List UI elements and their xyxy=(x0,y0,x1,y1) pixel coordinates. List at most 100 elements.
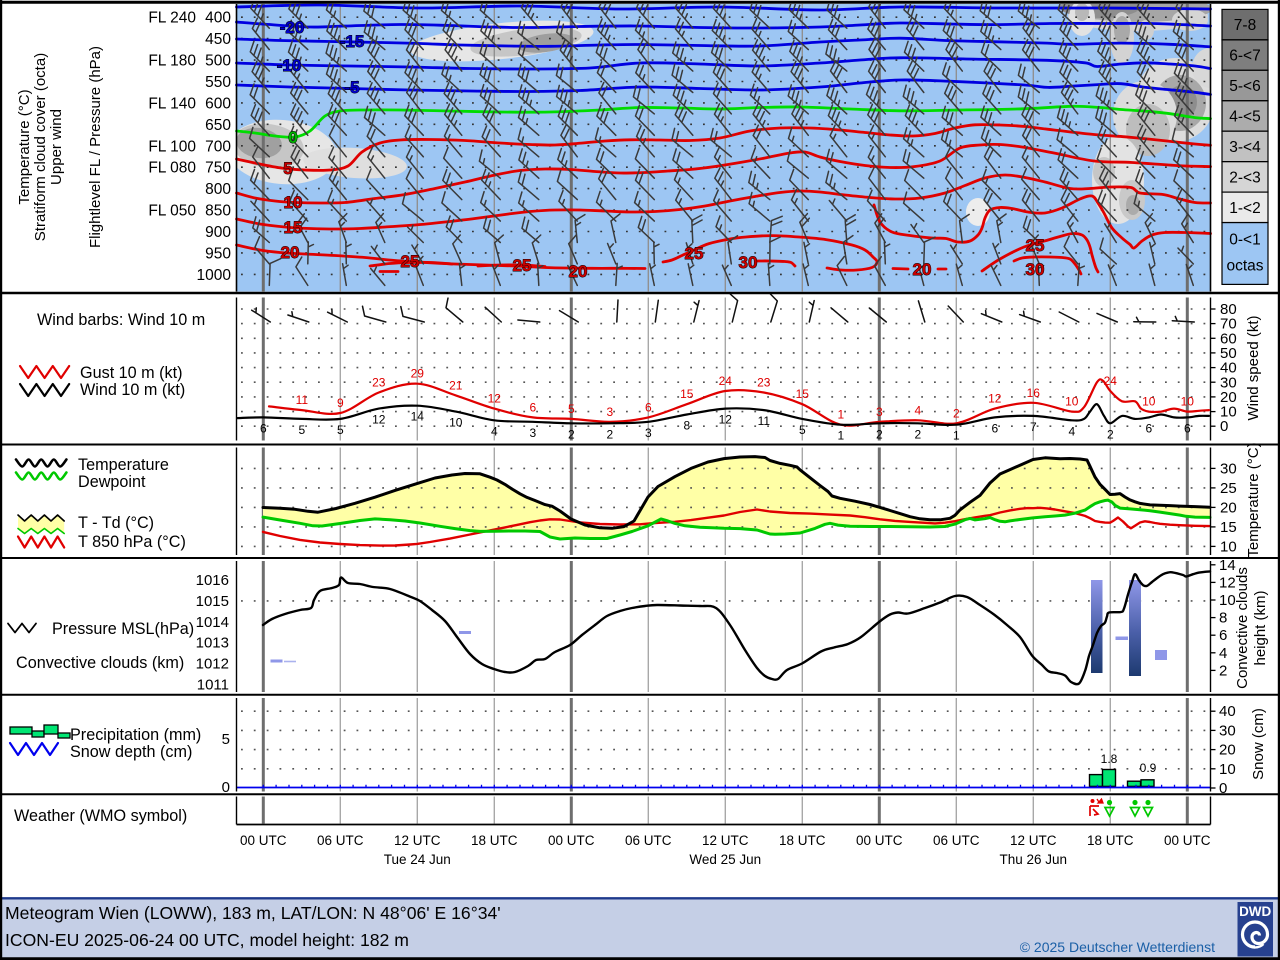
svg-text:0: 0 xyxy=(288,128,297,147)
svg-text:2: 2 xyxy=(953,406,960,420)
svg-text:6: 6 xyxy=(529,400,536,414)
svg-text:00 UTC: 00 UTC xyxy=(856,833,903,848)
svg-text:-5: -5 xyxy=(344,78,359,97)
svg-text:1016: 1016 xyxy=(196,572,229,589)
svg-text:30: 30 xyxy=(1026,260,1045,279)
svg-text:Meteogram Wien (LOWW), 183 m,: Meteogram Wien (LOWW), 183 m, LAT/LON: N… xyxy=(5,903,501,923)
svg-text:20: 20 xyxy=(1219,742,1236,759)
svg-text:Wind speed (kt): Wind speed (kt) xyxy=(1245,315,1262,420)
svg-text:1000: 1000 xyxy=(197,267,232,284)
svg-text:6-<7: 6-<7 xyxy=(1229,48,1260,65)
svg-text:5: 5 xyxy=(337,423,344,437)
svg-text:950: 950 xyxy=(205,245,231,262)
svg-text:20: 20 xyxy=(913,260,932,279)
svg-text:30: 30 xyxy=(1220,460,1237,477)
svg-text:18 UTC: 18 UTC xyxy=(1087,833,1134,848)
svg-text:30: 30 xyxy=(739,253,758,272)
svg-text:3: 3 xyxy=(645,426,652,440)
svg-text:70: 70 xyxy=(1220,316,1237,333)
svg-text:2: 2 xyxy=(1219,662,1227,679)
svg-text:80: 80 xyxy=(1220,301,1237,318)
svg-text:5: 5 xyxy=(799,423,806,437)
svg-text:06 UTC: 06 UTC xyxy=(933,833,980,848)
svg-text:500: 500 xyxy=(205,53,231,70)
svg-text:1013: 1013 xyxy=(196,635,229,652)
svg-text:10: 10 xyxy=(1142,395,1156,409)
svg-text:9: 9 xyxy=(337,396,344,410)
svg-text:3: 3 xyxy=(606,405,613,419)
svg-text:12 UTC: 12 UTC xyxy=(1010,833,1057,848)
svg-text:20: 20 xyxy=(569,262,588,281)
svg-text:T 850 hPa (°C): T 850 hPa (°C) xyxy=(78,533,186,551)
svg-text:-10: -10 xyxy=(277,56,302,75)
svg-text:Precipitation (mm): Precipitation (mm) xyxy=(70,726,201,744)
svg-text:FL 240: FL 240 xyxy=(148,10,196,27)
svg-text:1015: 1015 xyxy=(196,593,229,610)
svg-text:50: 50 xyxy=(1220,345,1237,362)
svg-text:25: 25 xyxy=(1026,236,1045,255)
svg-text:Temperature: Temperature xyxy=(78,456,169,474)
svg-text:1: 1 xyxy=(953,429,960,443)
svg-text:0.9: 0.9 xyxy=(1140,761,1157,775)
svg-text:18 UTC: 18 UTC xyxy=(779,833,826,848)
svg-text:12: 12 xyxy=(1219,574,1236,591)
svg-text:1: 1 xyxy=(837,408,844,422)
svg-text:12: 12 xyxy=(988,392,1002,406)
svg-text:© 2025 Deutscher Wetterdienst: © 2025 Deutscher Wetterdienst xyxy=(1020,939,1215,955)
svg-text:10: 10 xyxy=(449,416,463,430)
svg-text:25: 25 xyxy=(513,256,532,275)
svg-text:height (km): height (km) xyxy=(1252,590,1269,665)
svg-text:5-<6: 5-<6 xyxy=(1229,78,1260,95)
svg-text:24: 24 xyxy=(1104,374,1118,388)
svg-text:06 UTC: 06 UTC xyxy=(625,833,672,848)
svg-text:2: 2 xyxy=(606,427,613,441)
svg-text:4: 4 xyxy=(1068,424,1075,438)
svg-text:14: 14 xyxy=(1219,557,1236,574)
svg-text:12 UTC: 12 UTC xyxy=(394,833,441,848)
svg-text:5: 5 xyxy=(298,423,305,437)
svg-text:40: 40 xyxy=(1220,360,1237,377)
svg-text:11: 11 xyxy=(758,414,771,428)
svg-text:Temperature (°C): Temperature (°C) xyxy=(1245,442,1262,557)
svg-text:800: 800 xyxy=(205,181,231,198)
svg-text:550: 550 xyxy=(205,74,231,91)
svg-text:4: 4 xyxy=(491,424,498,438)
svg-text:18 UTC: 18 UTC xyxy=(471,833,518,848)
svg-text:400: 400 xyxy=(205,10,231,27)
svg-text:3-<4: 3-<4 xyxy=(1229,139,1261,156)
svg-text:00 UTC: 00 UTC xyxy=(1164,833,1211,848)
svg-text:25: 25 xyxy=(1220,480,1237,497)
svg-text:15: 15 xyxy=(1220,519,1237,536)
svg-text:6: 6 xyxy=(1219,627,1227,644)
svg-text:Flightlevel FL / Pressure (hPa: Flightlevel FL / Pressure (hPa) xyxy=(87,46,104,248)
svg-text:Thu 26 Jun: Thu 26 Jun xyxy=(1000,852,1068,867)
svg-text:3: 3 xyxy=(529,426,536,440)
svg-text:7: 7 xyxy=(1030,420,1037,434)
svg-text:15: 15 xyxy=(680,387,694,401)
svg-text:2: 2 xyxy=(914,427,921,441)
svg-text:20: 20 xyxy=(1220,389,1237,406)
svg-text:600: 600 xyxy=(205,95,231,112)
svg-text:Wind barbs: Wind 10 m: Wind barbs: Wind 10 m xyxy=(37,311,205,329)
svg-text:Pressure MSL(hPa): Pressure MSL(hPa) xyxy=(52,620,194,638)
svg-text:FL 050: FL 050 xyxy=(148,203,196,220)
svg-text:20: 20 xyxy=(281,243,300,262)
svg-text:12: 12 xyxy=(488,392,502,406)
svg-text:Convective clouds: Convective clouds xyxy=(1234,567,1251,689)
svg-text:25: 25 xyxy=(401,252,420,271)
svg-text:1012: 1012 xyxy=(196,656,229,673)
svg-text:-15: -15 xyxy=(340,32,365,51)
svg-text:6: 6 xyxy=(1145,421,1152,435)
svg-text:0: 0 xyxy=(222,779,230,796)
svg-text:2: 2 xyxy=(1107,427,1114,441)
svg-text:10: 10 xyxy=(1220,404,1237,421)
svg-text:850: 850 xyxy=(205,203,231,220)
svg-text:Upper wind: Upper wind xyxy=(48,109,65,185)
svg-text:T - Td (°C): T - Td (°C) xyxy=(78,514,154,532)
svg-text:1: 1 xyxy=(837,429,844,443)
svg-text:Snow depth (cm): Snow depth (cm) xyxy=(70,743,192,761)
svg-text:1014: 1014 xyxy=(196,614,229,631)
svg-text:Dewpoint: Dewpoint xyxy=(78,473,146,491)
svg-text:40: 40 xyxy=(1219,703,1236,720)
svg-text:4-<5: 4-<5 xyxy=(1229,108,1260,125)
